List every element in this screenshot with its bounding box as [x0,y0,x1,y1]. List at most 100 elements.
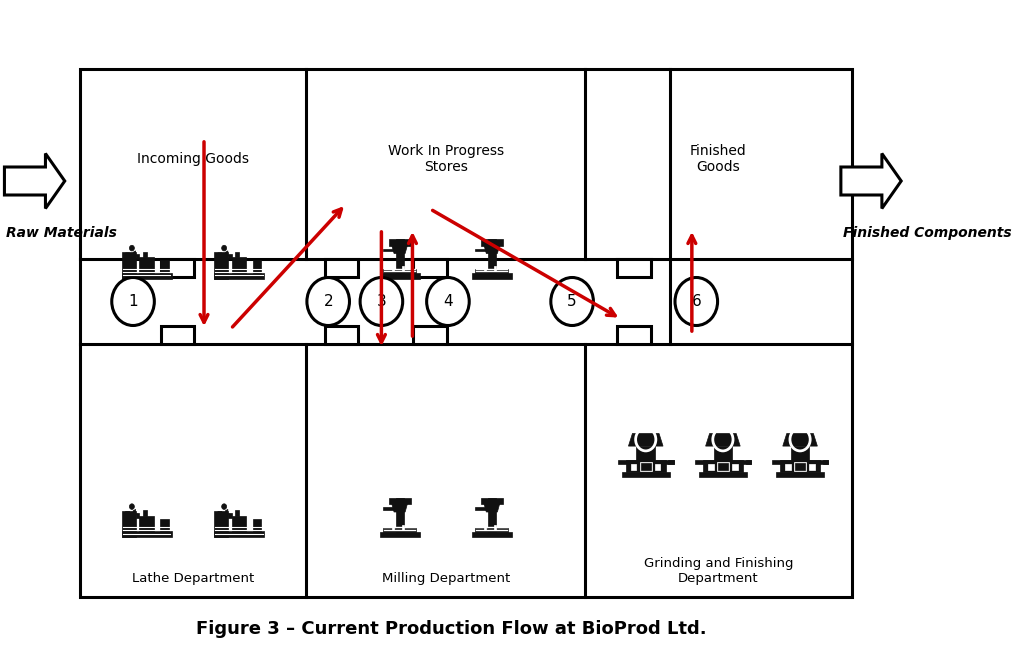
Polygon shape [4,154,65,208]
Bar [136,254,140,260]
Bar [228,254,231,260]
Text: 1: 1 [128,294,138,309]
Polygon shape [125,251,139,256]
Bar [214,532,264,537]
Bar [713,446,733,459]
Text: 5: 5 [568,294,577,309]
Bar [136,513,140,518]
Bar [695,460,751,463]
Circle shape [360,278,403,326]
Bar [383,507,395,509]
Circle shape [307,278,350,326]
Bar [488,239,496,273]
Text: 3: 3 [377,294,386,309]
Bar [618,460,674,463]
Bar [791,446,809,459]
Bar [231,516,247,532]
Bar [397,512,401,519]
Bar [161,259,195,277]
Bar [392,524,394,530]
Bar [161,326,195,344]
Polygon shape [783,434,817,446]
Bar [143,252,147,258]
Text: Finished Components: Finished Components [843,226,1011,240]
Bar [703,459,743,472]
Bar [79,69,852,597]
Text: Lathe Department: Lathe Department [131,572,254,585]
Text: 6: 6 [692,294,701,309]
Bar [640,462,651,471]
Bar [733,463,738,469]
Text: Milling Department: Milling Department [381,572,510,585]
Bar [395,239,404,273]
Bar [472,532,512,537]
Bar [475,269,508,273]
Bar [655,463,660,469]
Bar [383,269,416,273]
Circle shape [129,504,135,509]
Text: Work In Progress
Stores: Work In Progress Stores [387,144,503,174]
Circle shape [675,278,717,326]
Bar [622,472,669,477]
Polygon shape [392,245,408,254]
Bar [481,498,503,504]
Polygon shape [218,509,230,514]
Polygon shape [705,434,740,446]
Bar [718,463,728,470]
Bar [781,459,820,472]
Polygon shape [125,509,139,514]
Bar [717,462,729,471]
Bar [490,512,493,519]
Bar [794,462,806,471]
Polygon shape [218,251,230,256]
Bar [484,524,486,530]
Bar [776,472,824,477]
Bar [618,259,651,277]
Bar [392,266,394,271]
Circle shape [222,504,226,509]
Text: 4: 4 [443,294,452,309]
Bar [160,260,169,273]
Text: Incoming Goods: Incoming Goods [137,152,249,166]
Bar [122,511,136,537]
Polygon shape [392,504,408,512]
Bar [795,463,805,470]
Text: Finished
Goods: Finished Goods [690,144,747,174]
Bar [214,511,228,537]
Bar [414,326,447,344]
Bar [231,258,247,273]
Bar [494,266,496,271]
Bar [488,498,496,532]
Bar [786,463,791,469]
Bar [490,254,493,261]
Bar [122,273,171,279]
Bar [641,463,650,470]
Bar [122,532,171,537]
Bar [822,460,828,463]
Bar [325,259,359,277]
Bar [475,528,508,532]
Bar [746,460,751,463]
Bar [637,446,655,459]
Bar [668,460,674,463]
Bar [414,259,447,277]
Polygon shape [484,504,499,512]
Bar [214,252,228,279]
Bar [325,326,359,344]
Text: Raw Materials: Raw Materials [6,226,117,240]
Bar [481,239,503,245]
Circle shape [129,245,135,251]
Bar [475,507,488,509]
Text: 2: 2 [323,294,333,309]
Bar [383,528,416,532]
Polygon shape [841,154,901,208]
Bar [699,472,747,477]
Bar [143,510,147,516]
Bar [475,249,488,251]
Bar [122,252,136,279]
Circle shape [222,245,226,251]
Bar [772,460,828,463]
Bar [395,498,404,532]
Bar [380,532,420,537]
Bar [631,463,637,469]
